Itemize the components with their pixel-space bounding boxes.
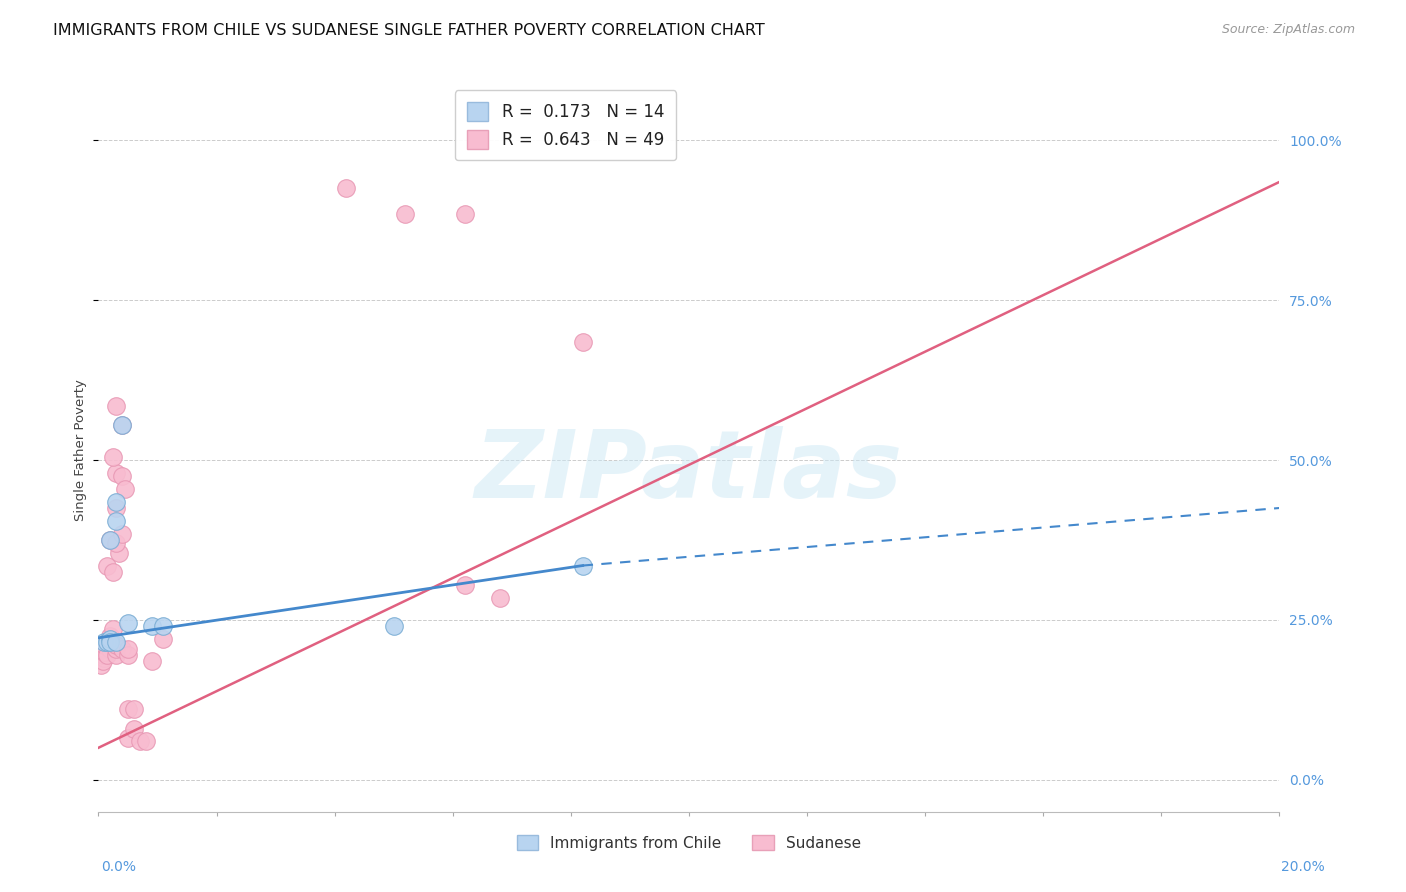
Point bbox=[571, 334, 593, 349]
Point bbox=[122, 722, 145, 736]
Point bbox=[111, 526, 134, 541]
Point bbox=[103, 450, 125, 464]
Point bbox=[103, 565, 125, 579]
Point bbox=[105, 641, 128, 656]
Point bbox=[335, 181, 357, 195]
Point bbox=[122, 702, 145, 716]
Point bbox=[453, 578, 475, 592]
Point bbox=[152, 632, 174, 646]
Point bbox=[96, 648, 118, 662]
Point bbox=[98, 533, 121, 547]
Point bbox=[93, 651, 115, 665]
Text: 20.0%: 20.0% bbox=[1281, 860, 1324, 874]
Point bbox=[93, 641, 115, 656]
Point bbox=[94, 645, 117, 659]
Point bbox=[93, 635, 115, 649]
Point bbox=[105, 536, 128, 550]
Point bbox=[98, 635, 121, 649]
Point bbox=[489, 591, 512, 605]
Point bbox=[96, 635, 118, 649]
Point bbox=[152, 619, 174, 633]
Text: Source: ZipAtlas.com: Source: ZipAtlas.com bbox=[1222, 23, 1355, 37]
Point bbox=[98, 635, 121, 649]
Text: ZIPatlas: ZIPatlas bbox=[475, 426, 903, 518]
Point bbox=[105, 501, 128, 516]
Point bbox=[105, 639, 128, 653]
Point bbox=[98, 632, 121, 646]
Point bbox=[105, 514, 128, 528]
Point bbox=[571, 558, 593, 573]
Point bbox=[105, 399, 128, 413]
Point bbox=[105, 648, 128, 662]
Point bbox=[117, 641, 139, 656]
Point bbox=[90, 657, 112, 672]
Y-axis label: Single Father Poverty: Single Father Poverty bbox=[73, 379, 87, 522]
Point bbox=[93, 645, 115, 659]
Point bbox=[128, 734, 150, 748]
Point bbox=[91, 655, 114, 669]
Point bbox=[96, 558, 118, 573]
Point bbox=[103, 623, 125, 637]
Point bbox=[111, 417, 134, 432]
Point bbox=[93, 639, 115, 653]
Point bbox=[105, 635, 128, 649]
Point bbox=[394, 207, 416, 221]
Legend: Immigrants from Chile, Sudanese: Immigrants from Chile, Sudanese bbox=[509, 827, 869, 858]
Point bbox=[93, 648, 115, 662]
Point bbox=[105, 466, 128, 480]
Point bbox=[135, 734, 157, 748]
Point bbox=[91, 648, 114, 662]
Point bbox=[111, 417, 134, 432]
Point bbox=[105, 494, 128, 508]
Point bbox=[98, 629, 121, 643]
Point bbox=[453, 207, 475, 221]
Point bbox=[111, 641, 134, 656]
Point bbox=[93, 639, 115, 653]
Point bbox=[117, 731, 139, 746]
Text: 0.0%: 0.0% bbox=[101, 860, 136, 874]
Point bbox=[108, 546, 131, 560]
Point bbox=[117, 648, 139, 662]
Point bbox=[93, 645, 115, 659]
Point bbox=[141, 655, 163, 669]
Point bbox=[98, 533, 121, 547]
Point bbox=[117, 616, 139, 631]
Point bbox=[382, 619, 405, 633]
Point bbox=[98, 641, 121, 656]
Text: IMMIGRANTS FROM CHILE VS SUDANESE SINGLE FATHER POVERTY CORRELATION CHART: IMMIGRANTS FROM CHILE VS SUDANESE SINGLE… bbox=[53, 23, 765, 38]
Point bbox=[114, 482, 136, 496]
Point bbox=[111, 469, 134, 483]
Point bbox=[141, 619, 163, 633]
Point bbox=[117, 702, 139, 716]
